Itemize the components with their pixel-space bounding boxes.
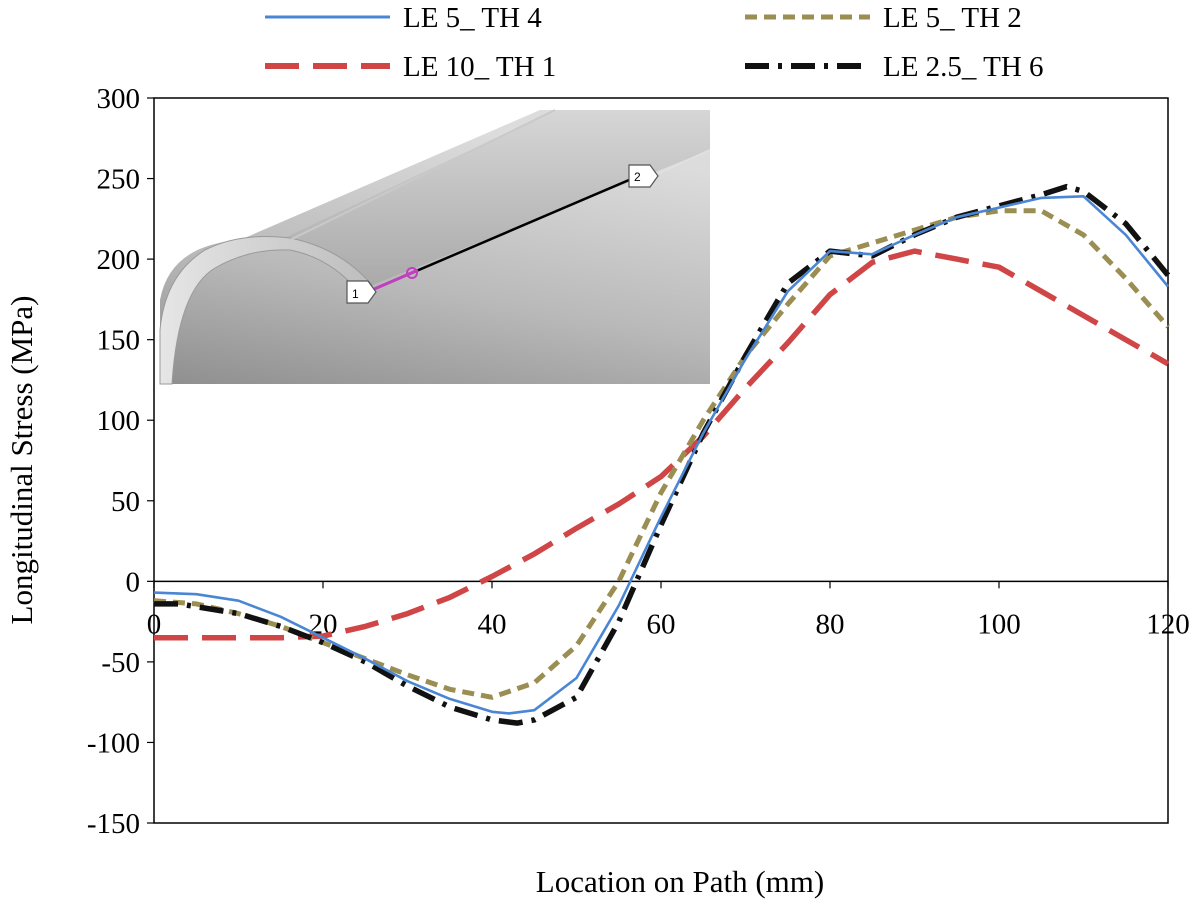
pipe-inner-edge bbox=[289, 109, 556, 241]
y-tick-label: 50 bbox=[111, 486, 140, 518]
inset-pipe-image: 1 2 bbox=[159, 109, 711, 385]
y-tick-label: -150 bbox=[87, 808, 140, 840]
path-point-1-label: 1 bbox=[352, 287, 359, 301]
legend-label-le2.5-th6: LE 2.5_ TH 6 bbox=[883, 51, 1044, 83]
x-tick-label: 0 bbox=[147, 608, 162, 640]
y-tick-label: 250 bbox=[97, 164, 141, 196]
x-tick-label: 100 bbox=[977, 608, 1021, 640]
y-tick-label: 200 bbox=[97, 244, 141, 276]
legend-item-le5-th4: LE 5_ TH 4 bbox=[265, 2, 542, 34]
legend-item-le2.5-th6: LE 2.5_ TH 6 bbox=[745, 51, 1044, 83]
pipe-top-surface bbox=[200, 110, 710, 290]
path-point-2: 2 bbox=[628, 164, 659, 188]
y-axis-ticks: -150 -100 -50 0 50 100 150 200 250 300 bbox=[87, 83, 154, 840]
legend-item-le5-th2: LE 5_ TH 2 bbox=[745, 2, 1022, 34]
y-tick-label: -100 bbox=[87, 727, 140, 759]
series-line-le-2.5-th-6 bbox=[154, 183, 1171, 726]
y-tick-label: 300 bbox=[97, 83, 141, 115]
legend-label-le5-th2: LE 5_ TH 2 bbox=[883, 2, 1022, 34]
path-point-1: 1 bbox=[346, 280, 377, 304]
legend: LE 5_ TH 4 LE 5_ TH 2 LE 10_ TH 1 LE 2.5… bbox=[265, 2, 1044, 83]
series-line-le-10-th-1 bbox=[154, 248, 1170, 641]
x-tick-label: 120 bbox=[1146, 608, 1190, 640]
legend-label-le10-th1: LE 10_ TH 1 bbox=[403, 51, 556, 83]
x-axis-title: Location on Path (mm) bbox=[536, 864, 824, 899]
x-tick-label: 60 bbox=[647, 608, 676, 640]
y-axis-title: Longitudinal Stress (MPa) bbox=[4, 296, 39, 625]
path-highlight bbox=[371, 268, 419, 292]
y-tick-label: 0 bbox=[126, 566, 141, 598]
legend-item-le10-th1: LE 10_ TH 1 bbox=[265, 51, 556, 83]
pipe-far-edge bbox=[654, 149, 711, 176]
series-layer bbox=[153, 183, 1171, 726]
y-tick-label: -50 bbox=[101, 647, 140, 679]
y-tick-label: 150 bbox=[97, 325, 141, 357]
path-point-2-label: 2 bbox=[634, 170, 641, 184]
x-tick-label: 80 bbox=[816, 608, 845, 640]
legend-label-le5-th4: LE 5_ TH 4 bbox=[403, 2, 542, 34]
path-start-marker bbox=[406, 267, 418, 279]
x-axis-ticks: 0 20 40 60 80 100 120 bbox=[147, 581, 1190, 640]
series-line-le-5-th-4 bbox=[153, 195, 1170, 715]
y-tick-label: 100 bbox=[97, 405, 141, 437]
x-tick-label: 40 bbox=[478, 608, 507, 640]
